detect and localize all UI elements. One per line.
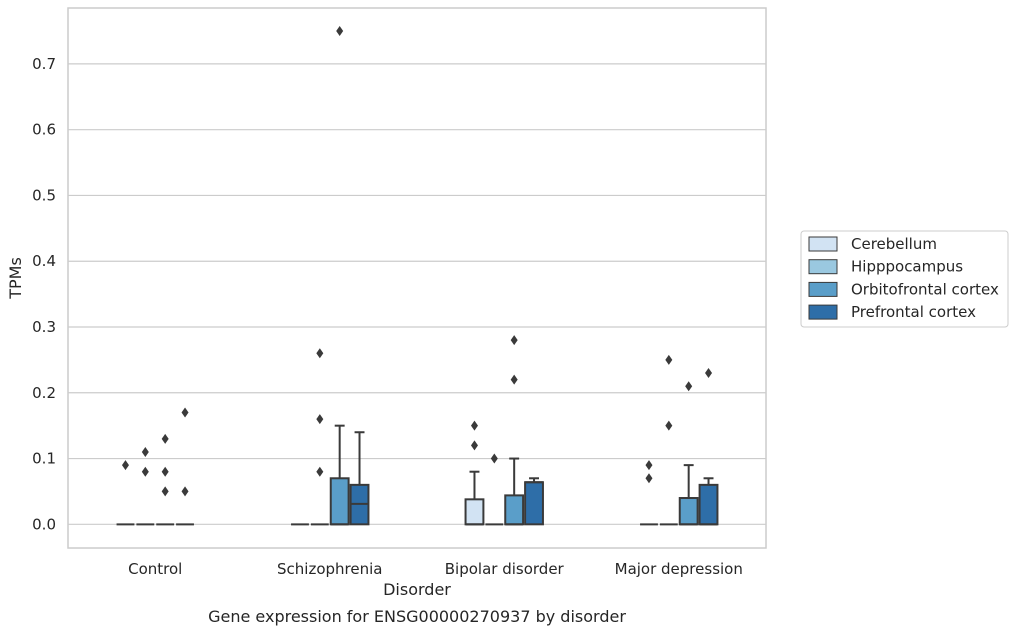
outlier-point xyxy=(181,407,189,418)
outlier-point xyxy=(141,466,149,477)
y-tick-label: 0.0 xyxy=(32,515,56,533)
legend-label: Orbitofrontal cortex xyxy=(851,280,999,298)
legend-frame xyxy=(800,230,1009,328)
figure-caption: Gene expression for ENSG00000270937 by d… xyxy=(208,607,626,626)
box-prefrontal-cortex xyxy=(524,477,544,526)
box-cerebellum xyxy=(464,420,485,526)
y-tick-label: 0.7 xyxy=(32,55,56,73)
outlier-point xyxy=(645,460,653,471)
box-hipppocampus xyxy=(310,348,329,526)
box-orbitofrontal-cortex xyxy=(329,26,350,526)
x-axis-ticks: Control Schizophrenia Bipolar disorder Majo… xyxy=(128,560,743,578)
box-orbitofrontal-cortex xyxy=(678,381,699,526)
y-tick-label: 0.4 xyxy=(32,252,56,270)
y-axis-ticks: 0.0 0.1 0.2 0.3 0.4 0.5 0.6 0.7 xyxy=(32,55,56,533)
box-prefrontal-cortex xyxy=(698,368,719,526)
outlier-point xyxy=(510,335,518,346)
box-body xyxy=(504,494,525,526)
y-tick-label: 0.3 xyxy=(32,318,56,336)
legend-label: Prefrontal cortex xyxy=(851,303,976,321)
legend-label: Hipppocampus xyxy=(851,258,963,276)
box-hipppocampus xyxy=(659,354,678,526)
box-body xyxy=(464,498,485,526)
outlier-point xyxy=(470,440,478,451)
box-cerebellum xyxy=(116,460,135,526)
y-axis-label: TPMs xyxy=(6,257,25,300)
box-orbitofrontal-cortex xyxy=(156,433,175,526)
outlier-point xyxy=(316,466,324,477)
box-prefrontal-cortex xyxy=(349,431,370,526)
y-tick-label: 0.6 xyxy=(32,121,56,139)
box-body xyxy=(698,483,719,526)
box-body xyxy=(329,477,350,526)
box-prefrontal-cortex xyxy=(176,407,194,526)
x-tick-label: Bipolar disorder xyxy=(445,560,565,578)
legend-swatch xyxy=(808,304,838,320)
box-cerebellum xyxy=(640,460,658,526)
outlier-point xyxy=(665,354,673,365)
legend-swatch xyxy=(808,259,838,275)
x-tick-label: Major depression xyxy=(615,560,743,578)
legend-swatch xyxy=(808,236,838,252)
box-hipppocampus xyxy=(485,453,504,526)
outlier-point xyxy=(685,381,693,392)
box-body xyxy=(524,481,544,526)
outlier-point xyxy=(161,466,169,477)
x-tick-label: Schizophrenia xyxy=(277,560,382,578)
outlier-point xyxy=(181,486,189,497)
outlier-point xyxy=(490,453,498,464)
outlier-point xyxy=(470,420,478,431)
legend-swatch xyxy=(808,281,838,297)
outlier-point xyxy=(141,446,149,457)
box-body xyxy=(678,497,699,526)
y-tick-label: 0.2 xyxy=(32,384,56,402)
outlier-point xyxy=(121,460,129,471)
outlier-point xyxy=(645,473,653,484)
legend-label: Cerebellum xyxy=(851,235,937,253)
outlier-point xyxy=(161,486,169,497)
box-hipppocampus xyxy=(136,446,155,526)
gridlines xyxy=(68,63,766,525)
outlier-point xyxy=(336,26,344,37)
boxes xyxy=(116,26,719,526)
outlier-point xyxy=(705,368,713,379)
outlier-point xyxy=(665,420,673,431)
outlier-point xyxy=(510,374,518,385)
legend: Cerebellum Hipppocampus Orbitofrontal cort… xyxy=(800,230,1009,328)
outlier-point xyxy=(316,414,324,425)
outlier-point xyxy=(316,348,324,359)
y-tick-label: 0.5 xyxy=(32,186,56,204)
outlier-point xyxy=(161,433,169,444)
x-tick-label: Control xyxy=(128,560,182,578)
x-axis-label: Disorder xyxy=(383,580,451,599)
box-orbitofrontal-cortex xyxy=(504,335,525,526)
y-tick-label: 0.1 xyxy=(32,450,56,468)
plot-area-frame xyxy=(67,7,767,549)
